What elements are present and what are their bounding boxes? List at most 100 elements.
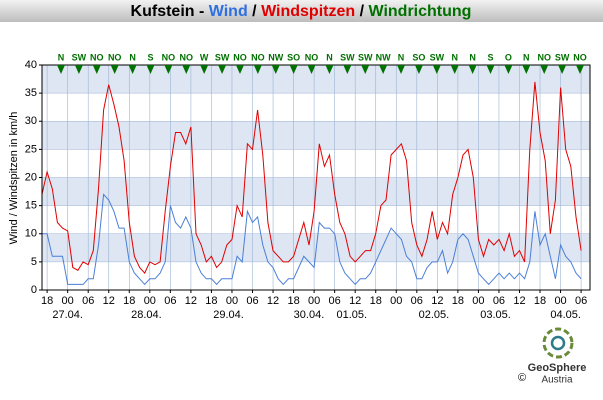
direction-arrow [432,65,441,74]
date-label: 30.04. [294,309,325,321]
wind-direction: N [523,52,530,62]
wind-direction: NO [90,52,104,62]
title-part: / [248,3,261,20]
wind-direction: SW [340,52,355,62]
y-tick-label: 35 [25,87,37,99]
title-part: Windrichtung [368,3,471,20]
x-tick-label: 06 [411,295,423,307]
x-tick-label: 12 [349,295,361,307]
x-tick-label: 00 [308,295,320,307]
x-tick-label: 18 [370,295,382,307]
x-tick-label: 00 [554,295,566,307]
x-tick-label: 18 [287,295,299,307]
wind-direction: S [488,52,494,62]
direction-arrow [522,65,531,74]
wind-direction: NW [268,52,283,62]
y-tick-label: 10 [25,228,37,240]
direction-arrow [253,65,262,74]
direction-arrow [200,65,209,74]
wind-direction: SW [215,52,230,62]
plot-band [42,121,590,150]
y-axis-label: Wind / Windspitzen in km/h [8,112,20,245]
plot-band [42,93,590,122]
wind-direction: N [326,52,333,62]
x-tick-label: 18 [41,295,53,307]
direction-arrow [558,65,567,74]
direction-arrow [74,65,83,74]
x-tick-label: 00 [144,295,156,307]
logo-mark [550,335,566,351]
x-tick-label: 12 [103,295,115,307]
wind-direction: NO [573,52,587,62]
date-label: 27.04. [52,309,83,321]
direction-arrow [57,65,65,74]
x-tick-label: 12 [185,295,197,307]
x-tick-label: 00 [472,295,484,307]
title-bar [0,0,603,22]
x-tick-label: 18 [123,295,135,307]
date-label: 04.05. [550,309,581,321]
wind-direction: SO [412,52,425,62]
x-tick-label: 18 [205,295,217,307]
direction-arrow [92,65,101,74]
direction-arrow [271,65,280,74]
x-tick-label: 18 [534,295,546,307]
date-label: 28.04. [131,309,162,321]
wind-direction: NW [376,52,391,62]
y-tick-label: 40 [25,59,37,71]
direction-arrow [307,65,316,74]
logo-sub: Austria [541,375,573,386]
copyright: © [518,372,526,384]
wind-direction: NO [233,52,247,62]
x-tick-label: 00 [390,295,402,307]
series-line [41,81,582,274]
direction-arrow [379,65,388,74]
wind-direction: NO [305,52,319,62]
x-tick-label: 06 [575,295,587,307]
x-tick-label: 12 [513,295,525,307]
wind-direction: NO [251,52,265,62]
wind-direction: N [58,52,65,62]
direction-arrow [343,65,352,74]
direction-arrow [361,65,370,74]
wind-direction: SW [72,52,87,62]
plot-band [42,261,590,290]
wind-direction: NO [162,52,176,62]
y-tick-label: 15 [25,200,37,212]
date-label: 02.05. [419,309,450,321]
wind-direction: O [505,52,512,62]
logo: GeoSphere Austria © [518,327,587,386]
direction-arrow [128,65,137,74]
title-part: Windspitzen [261,3,355,20]
wind-direction: NO [108,52,122,62]
plot-frame [41,64,591,291]
direction-arrow [325,65,334,74]
direction-arrow [504,65,513,74]
wind-direction: N [398,52,405,62]
x-tick-label: 06 [329,295,341,307]
date-label: 01.05. [336,309,367,321]
direction-arrow [486,65,495,74]
x-tick-label: 12 [431,295,443,307]
wind-direction: SW [555,52,570,62]
chart-title: Kufstein - Wind / Windspitzen / Windrich… [131,3,472,20]
wind-direction: SW [358,52,373,62]
x-tick-label: 06 [164,295,176,307]
direction-arrow [289,65,298,74]
direction-arrow [450,65,459,74]
x-tick-label: 06 [493,295,505,307]
wind-direction: NO [180,52,194,62]
direction-arrow [414,65,423,74]
logo-name: GeoSphere [528,362,587,374]
direction-arrow [218,65,227,74]
wind-direction: W [200,52,209,62]
date-label: 03.05. [480,309,511,321]
title-part: Kufstein - [131,3,209,20]
title-part: / [355,3,368,20]
direction-arrow [182,65,191,74]
direction-arrow [235,65,244,74]
y-tick-label: 30 [25,115,37,127]
x-tick-label: 06 [82,295,94,307]
wind-direction: SO [287,52,300,62]
